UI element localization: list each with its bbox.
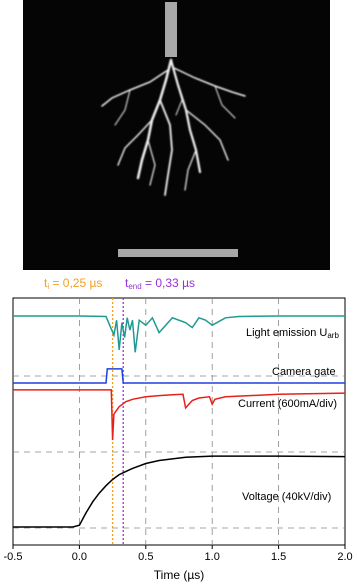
x-tick-label: 2.0 bbox=[337, 551, 352, 563]
reference-lines bbox=[13, 375, 345, 529]
marker-label-sub: end bbox=[128, 282, 141, 291]
marker-label-main: t bbox=[125, 276, 129, 290]
series-line bbox=[13, 368, 345, 384]
series-line bbox=[13, 389, 346, 441]
x-tick-label: -0.5 bbox=[4, 551, 23, 563]
discharge bbox=[101, 58, 246, 196]
series-label: Current (600mA/div) bbox=[238, 398, 337, 410]
series-line bbox=[13, 315, 345, 353]
photo bbox=[23, 0, 330, 270]
x-tick-label: 0.0 bbox=[72, 551, 87, 563]
x-tick-label: 1.5 bbox=[271, 551, 286, 563]
top-electrode bbox=[165, 2, 177, 57]
marker-label-sub: i bbox=[47, 282, 49, 291]
x-axis-label: Time (µs) bbox=[154, 568, 204, 582]
series-label: Voltage (40kV/div) bbox=[242, 491, 331, 503]
series-label-main: Light emission U bbox=[246, 327, 327, 339]
marker-label: ti = 0,25 µs bbox=[44, 276, 102, 291]
series-label-sub: arb bbox=[327, 331, 339, 340]
marker-label-main: t bbox=[44, 276, 48, 290]
x-tick-label: 1.0 bbox=[205, 551, 220, 563]
bottom-electrode bbox=[118, 249, 238, 257]
marker-label-suffix: = 0,25 µs bbox=[49, 276, 102, 290]
x-tick-label: 0.5 bbox=[138, 551, 153, 563]
series-label: Light emission Uarb bbox=[246, 327, 339, 340]
marker-label: tend = 0,33 µs bbox=[125, 276, 195, 291]
series-line bbox=[13, 455, 346, 528]
plot-frame bbox=[12, 297, 346, 546]
marker-label-suffix: = 0,33 µs bbox=[142, 276, 195, 290]
series-label: Camera gate bbox=[272, 366, 336, 378]
